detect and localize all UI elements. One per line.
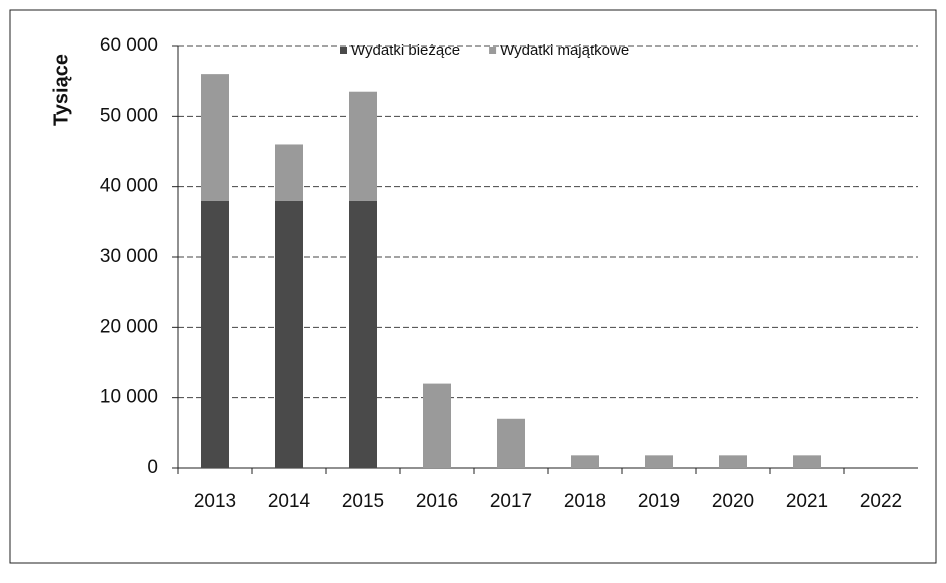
x-tick-label: 2021 [786,491,828,512]
bar-segment [719,455,747,468]
y-tick-label: 30 000 [100,246,158,267]
x-tick-label: 2019 [638,491,680,512]
y-tick-label: 40 000 [100,176,158,197]
bar-segment [201,74,229,201]
bar-segment [349,91,377,201]
bar-segment [349,200,377,468]
bar-segment [497,418,525,468]
bar-segment [275,200,303,468]
bar-segment [793,455,821,468]
bar-segment [645,455,673,468]
x-tick-label: 2015 [342,491,384,512]
bar-segment [201,200,229,468]
x-tick-label: 2022 [860,491,902,512]
x-tick-label: 2017 [490,491,532,512]
legend-label: Wydatki bieżące [351,42,460,59]
y-axis-label: Tysiące [50,54,72,126]
bar-segment [423,383,451,468]
x-tick-label: 2020 [712,491,754,512]
y-tick-label: 20 000 [100,316,158,337]
x-tick-label: 2018 [564,491,606,512]
bar-segment [571,455,599,468]
y-tick-label: 50 000 [100,105,158,126]
x-tick-label: 2014 [268,491,311,512]
y-tick-label: 60 000 [100,35,158,56]
x-tick-label: 2016 [416,491,458,512]
y-tick-label: 0 [147,457,158,478]
legend-label: Wydatki majątkowe [500,42,629,59]
legend-swatch [340,47,347,54]
x-tick-label: 2013 [194,491,236,512]
chart-border [9,9,937,564]
y-tick-label: 10 000 [100,387,158,408]
bar-segment [275,144,303,201]
legend-swatch [489,47,497,54]
